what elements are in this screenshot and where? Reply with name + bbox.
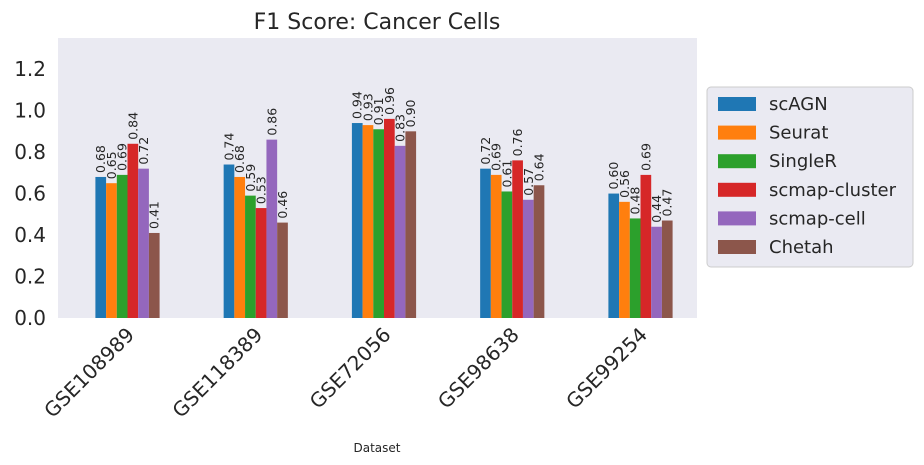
data-label: 0.72: [136, 137, 151, 165]
data-label: 0.44: [649, 195, 664, 223]
bar-scmap-cluster-gse118389: [255, 208, 267, 318]
y-tick-label: 0.4: [14, 223, 46, 247]
chart-title: F1 Score: Cancer Cells: [254, 10, 501, 35]
bar-scagn-gse98638: [480, 168, 491, 318]
x-tick-label: GSE118389: [167, 323, 267, 423]
data-label: 0.94: [350, 91, 365, 119]
data-label: 0.65: [104, 151, 119, 179]
bars-group: 0.680.650.690.840.720.410.740.680.590.53…: [93, 87, 675, 318]
bar-scmap-cell-gse108989: [138, 168, 149, 318]
bar-singler-gse98638: [501, 191, 513, 318]
y-axis: 0.0 0.2 0.4 0.6 0.8 1.0 1.2: [14, 57, 46, 330]
bar-seurat-gse99254: [619, 201, 630, 318]
legend-swatch: [718, 154, 756, 169]
bar-scmap-cell-gse118389: [266, 139, 278, 318]
data-label: 0.59: [243, 164, 258, 192]
legend-entry: Seurat: [769, 123, 828, 144]
bar-scmap-cluster-gse72056: [384, 118, 395, 318]
legend-entry: scmap-cluster: [769, 180, 897, 201]
bar-chetah-gse72056: [405, 131, 417, 318]
data-label: 0.41: [147, 201, 162, 229]
data-label: 0.46: [275, 191, 290, 219]
data-label: 0.72: [478, 137, 493, 165]
data-label: 0.69: [638, 143, 653, 171]
data-label: 0.76: [510, 128, 525, 156]
data-label: 0.69: [489, 143, 504, 171]
data-label: 0.56: [617, 170, 632, 198]
legend-swatch: [718, 182, 756, 197]
data-label: 0.60: [606, 162, 621, 190]
x-tick-label: GSE99254: [561, 323, 652, 414]
data-label: 0.74: [222, 133, 237, 161]
bar-scmap-cluster-gse98638: [512, 160, 523, 318]
legend-swatch: [718, 125, 756, 140]
data-label: 0.83: [393, 114, 408, 142]
bar-chetah-gse98638: [533, 185, 545, 318]
data-label: 0.90: [403, 99, 418, 127]
x-tick-label: GSE72056: [305, 323, 396, 414]
y-tick-label: 0.6: [14, 182, 46, 206]
data-label: 0.47: [660, 189, 675, 217]
data-label: 0.64: [532, 153, 547, 181]
data-label: 0.69: [115, 143, 130, 171]
bar-seurat-gse72056: [362, 125, 374, 318]
x-axis: GSE108989 GSE118389 GSE72056 GSE98638 GSE992…: [39, 323, 652, 423]
legend-entry: scmap-cell: [769, 208, 866, 229]
bar-seurat-gse98638: [490, 174, 502, 318]
bar-singler-gse118389: [245, 195, 256, 318]
data-label: 0.93: [360, 93, 375, 121]
bar-scmap-cell-gse98638: [522, 199, 534, 318]
legend-swatch: [718, 240, 756, 254]
x-tick-label: GSE108989: [39, 323, 139, 423]
bar-scmap-cluster-gse108989: [127, 143, 139, 318]
data-label: 0.57: [521, 168, 536, 196]
bar-scagn-gse108989: [95, 176, 107, 318]
legend-swatch: [718, 211, 756, 226]
legend-entry: SingleR: [769, 151, 837, 172]
y-tick-label: 0.0: [14, 306, 46, 330]
data-label: 0.86: [264, 108, 279, 136]
y-tick-label: 0.8: [14, 140, 46, 164]
x-axis-label: Dataset: [354, 441, 401, 455]
data-label: 0.68: [93, 145, 108, 173]
bar-singler-gse72056: [373, 129, 384, 318]
legend-box: [706, 86, 914, 268]
bar-scmap-cluster-gse99254: [640, 174, 652, 318]
bar-seurat-gse108989: [106, 183, 117, 318]
bar-singler-gse108989: [116, 174, 128, 318]
bar-scmap-cell-gse72056: [394, 145, 406, 318]
data-label: 0.61: [499, 160, 514, 188]
bar-chetah-gse99254: [661, 220, 673, 318]
bar-chetah-gse108989: [148, 232, 160, 318]
bar-seurat-gse118389: [234, 176, 246, 318]
data-label: 0.53: [254, 176, 269, 204]
x-tick-label: GSE98638: [433, 323, 524, 414]
legend: scAGN Seurat SingleR scmap-cluster scmap-cel…: [706, 86, 914, 268]
y-tick-label: 0.2: [14, 265, 46, 289]
legend-swatch: [718, 97, 756, 111]
bar-scagn-gse99254: [608, 193, 620, 318]
data-label: 0.91: [371, 97, 386, 125]
bar-scagn-gse118389: [223, 164, 235, 318]
data-label: 0.96: [382, 87, 397, 115]
bar-chetah-gse118389: [277, 222, 288, 318]
bar-singler-gse99254: [629, 218, 641, 318]
data-label: 0.48: [628, 187, 643, 215]
y-tick-label: 1.2: [14, 57, 46, 81]
data-label: 0.68: [232, 145, 247, 173]
data-label: 0.84: [125, 112, 140, 140]
legend-entry: scAGN: [769, 94, 828, 115]
bar-scagn-gse72056: [351, 123, 363, 318]
bar-scmap-cell-gse99254: [651, 226, 662, 318]
legend-entry: Chetah: [769, 237, 834, 258]
y-tick-label: 1.0: [14, 99, 46, 123]
